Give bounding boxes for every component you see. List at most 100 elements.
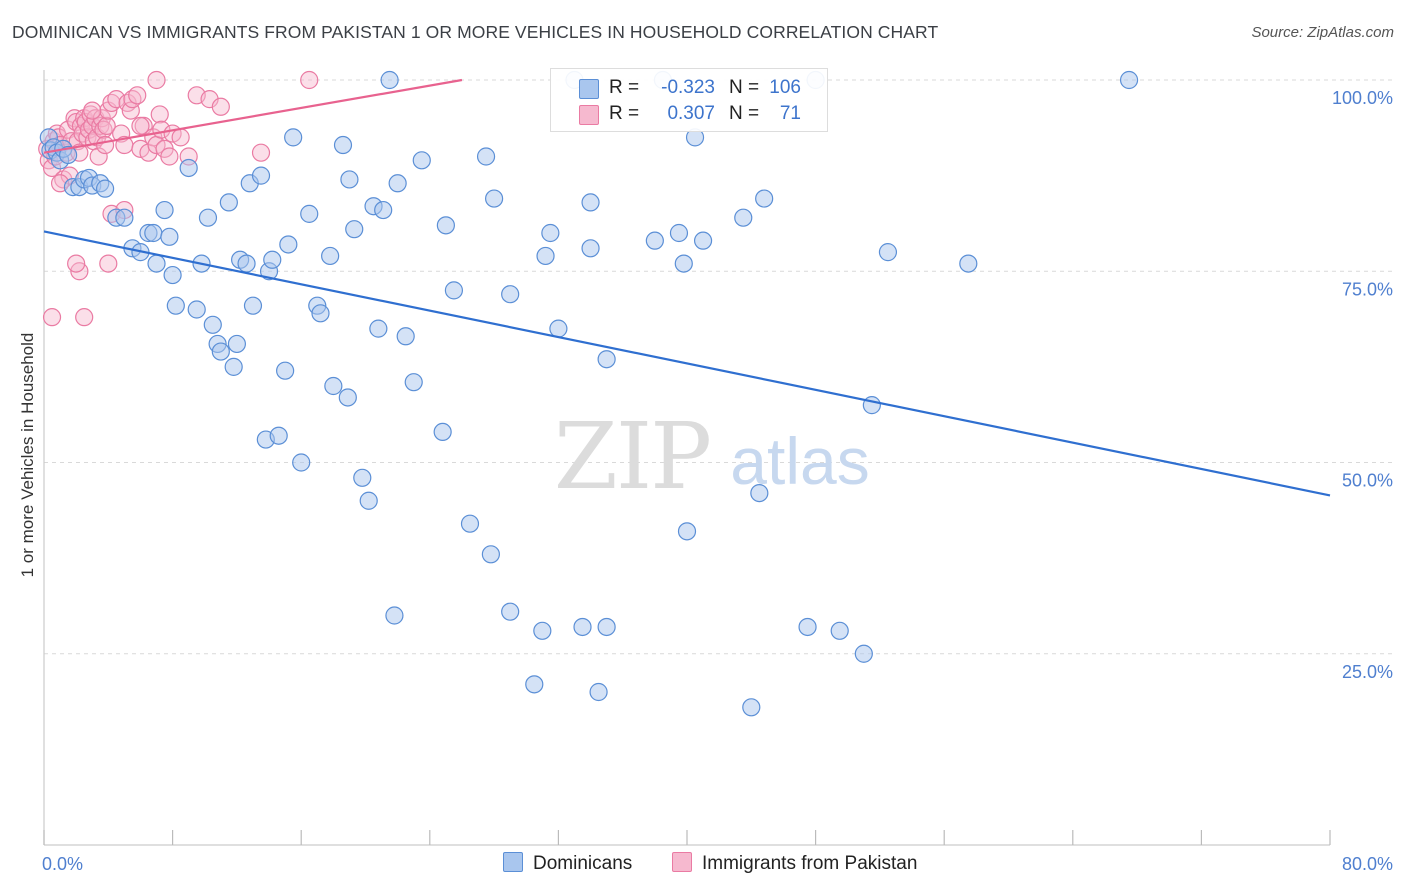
pakistan-point — [75, 308, 94, 327]
dominican-point — [533, 621, 552, 640]
pakistan-point — [121, 101, 140, 120]
dominican-point — [645, 231, 664, 250]
dominican-point — [460, 514, 480, 533]
pakistan-point — [211, 97, 230, 116]
dominican-point — [742, 698, 761, 717]
legend-swatch-pink — [579, 105, 599, 125]
dominican-point — [144, 223, 163, 243]
legend-item-pakistan[interactable]: Immigrants from Pakistan — [672, 852, 917, 875]
dominican-point — [388, 174, 407, 193]
dominican-point — [669, 223, 689, 243]
dominican-point — [854, 644, 873, 663]
dominican-point — [338, 388, 357, 407]
legend-n-value: 106 — [769, 77, 801, 98]
legend-label-pakistan: Immigrants from Pakistan — [702, 853, 918, 874]
dominican-point — [359, 491, 378, 510]
dominican-point — [198, 208, 218, 227]
chart-title: DOMINICAN VS IMMIGRANTS FROM PAKISTAN 1 … — [12, 22, 939, 42]
dominican-point — [412, 151, 431, 170]
dominican-point — [798, 617, 817, 637]
dominican-point — [830, 621, 849, 640]
legend-row-pakistan: R = 0.307 N = 71 — [551, 99, 827, 129]
dominican-point — [549, 319, 568, 338]
legend-item-dominicans[interactable]: Dominicans — [503, 852, 632, 875]
legend-r-value: 0.307 — [667, 103, 715, 124]
pakistan-point — [42, 308, 62, 327]
pakistan-point — [131, 116, 150, 136]
dominican-point — [878, 243, 898, 262]
pakistan-point — [171, 128, 190, 147]
dominican-point — [750, 484, 769, 503]
dominican-point — [541, 223, 560, 243]
pakistan-point — [107, 90, 126, 109]
dominican-point — [147, 254, 166, 273]
dominican-point — [224, 357, 243, 376]
y-tick-label: 100.0% — [1332, 88, 1393, 108]
legend-swatch-blue — [579, 79, 599, 99]
dominican-point — [166, 296, 185, 315]
y-tick-labels: 25.0% 50.0% 75.0% 100.0% — [1332, 88, 1393, 682]
x-tick-label: 80.0% — [1342, 854, 1393, 874]
legend-n-label: N = — [729, 77, 760, 98]
dominican-point — [59, 145, 78, 165]
pakistan-point — [83, 101, 102, 120]
dominican-point — [589, 682, 608, 702]
dominican-point — [485, 189, 504, 208]
dominican-point — [243, 296, 263, 315]
dominican-point — [693, 231, 713, 250]
dominican-point — [340, 170, 359, 189]
pakistan-point — [95, 135, 115, 155]
pakistan-point — [67, 254, 86, 273]
pakistan-point — [97, 116, 116, 136]
dominican-point — [227, 334, 246, 354]
pakistan-trend-line — [43, 78, 463, 154]
legend-swatch-blue — [503, 852, 523, 872]
axes — [43, 70, 1331, 846]
pakistan-point — [89, 147, 108, 166]
dominican-point — [536, 246, 555, 266]
x-tick-labels: 0.0% 80.0% — [42, 854, 1393, 874]
dominican-point — [380, 70, 399, 90]
dominican-point — [385, 606, 404, 625]
pakistan-point — [300, 70, 319, 90]
dominican-point — [501, 602, 520, 621]
dominican-point — [284, 128, 303, 147]
dominican-point — [481, 545, 500, 564]
dominican-point — [311, 304, 330, 323]
dominican-point — [333, 135, 353, 155]
dominican-point — [581, 239, 600, 258]
dominican-point — [300, 204, 319, 223]
trend-lines — [43, 78, 1331, 497]
pakistan-point — [99, 254, 118, 273]
legend-r-label: R = — [609, 77, 640, 98]
dominican-point — [433, 422, 452, 441]
legend-label-dominicans: Dominicans — [533, 853, 633, 874]
y-tick-label: 25.0% — [1342, 662, 1393, 682]
pakistan-point — [160, 147, 179, 166]
dominican-point — [581, 193, 600, 212]
dominican-point — [279, 235, 298, 254]
legend-n-label: N = — [729, 103, 760, 124]
dominican-point — [501, 285, 520, 304]
dominican-point — [219, 193, 238, 212]
dominican-point — [187, 300, 206, 319]
dominican-point — [444, 281, 464, 300]
dominican-point — [324, 376, 343, 396]
dominican-point — [734, 208, 753, 227]
dominican-point — [269, 426, 288, 445]
pakistan-point — [128, 86, 147, 105]
dominican-point — [237, 254, 256, 273]
x-tick-label: 0.0% — [42, 854, 83, 874]
pakistan-point — [150, 105, 169, 124]
grid-lines — [44, 79, 1395, 655]
dominican-point — [292, 453, 311, 472]
dominican-point — [115, 208, 134, 227]
dominican-point — [179, 158, 198, 178]
series-legend: Dominicans Immigrants from Pakistan — [0, 852, 1406, 878]
dominican-point — [155, 200, 174, 220]
dominican-point — [160, 227, 179, 246]
pakistan-point — [147, 70, 166, 90]
watermark-zip: ZIP — [554, 403, 710, 510]
legend-swatch-pink — [672, 852, 692, 872]
dominican-point — [597, 350, 616, 369]
